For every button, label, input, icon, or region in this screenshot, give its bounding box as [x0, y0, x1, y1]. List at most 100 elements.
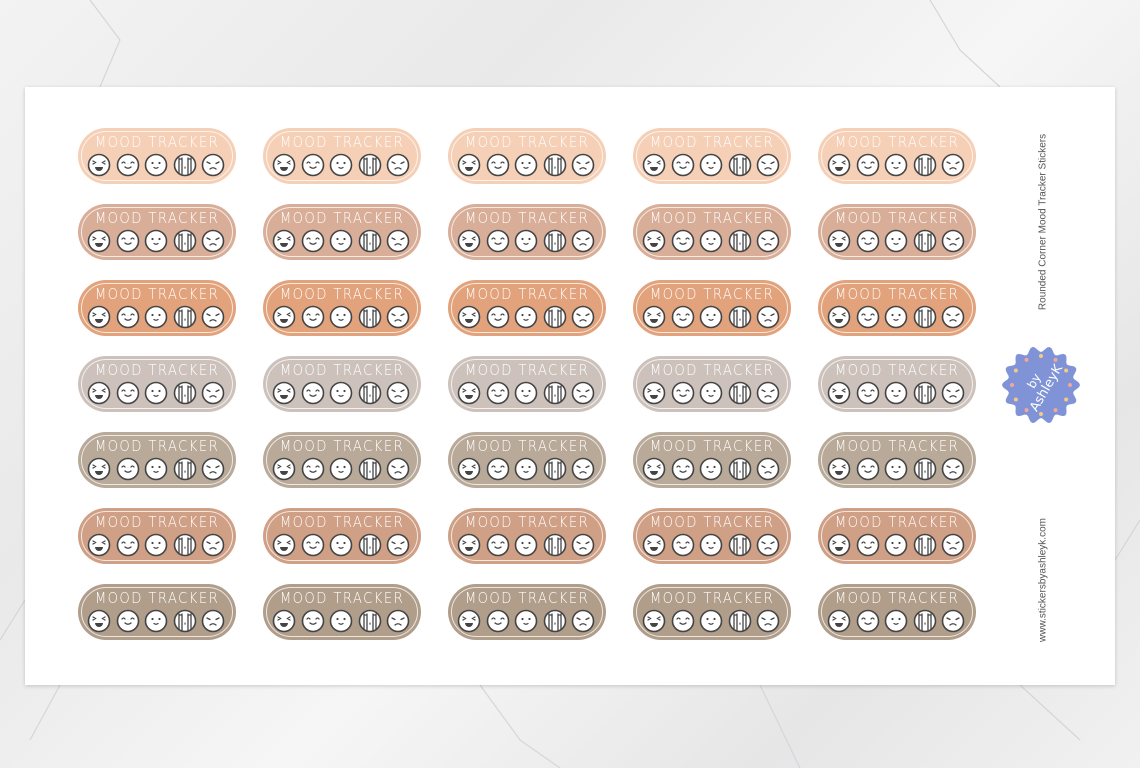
- sticker-border: [451, 207, 603, 257]
- mood-faces: [457, 457, 597, 482]
- happy-face-icon: [486, 609, 509, 633]
- happy-face-icon: [486, 533, 509, 557]
- happy-face-icon: [856, 533, 879, 557]
- sticker-label: MOOD TRACKER: [279, 209, 405, 227]
- crying-face-icon: [543, 305, 566, 329]
- smiling-face-icon: [699, 305, 723, 329]
- website-url: www.stickersbyashleyk.com: [1037, 518, 1049, 642]
- smiling-face-icon: [699, 457, 723, 481]
- crying-face-icon: [913, 457, 936, 481]
- angry-face-icon: [201, 381, 225, 405]
- smiling-face-icon: [884, 153, 908, 177]
- laughing-face-icon: [87, 229, 111, 253]
- smiling-face-icon: [329, 305, 353, 329]
- smiling-face-icon: [144, 229, 168, 253]
- smiling-face-icon: [884, 609, 908, 633]
- angry-face-icon: [941, 609, 965, 633]
- crying-face-icon: [728, 305, 751, 329]
- happy-face-icon: [671, 381, 694, 405]
- sticker-label: MOOD TRACKER: [649, 513, 775, 531]
- sticker-border: [266, 435, 418, 485]
- smiling-face-icon: [699, 229, 723, 253]
- mood-faces: [87, 381, 227, 406]
- crying-face-icon: [543, 229, 566, 253]
- heart-icon: [1064, 368, 1069, 373]
- heart-icon: [1039, 412, 1043, 416]
- mood-tracker-sticker: MOOD TRACKER: [448, 508, 606, 564]
- crying-face-icon: [173, 533, 196, 557]
- laughing-face-icon: [827, 229, 851, 253]
- heart-icon: [1013, 397, 1018, 402]
- angry-face-icon: [941, 153, 965, 177]
- mood-tracker-sticker: MOOD TRACKER: [633, 280, 791, 336]
- mood-tracker-sticker: MOOD TRACKER: [78, 280, 236, 336]
- happy-face-icon: [486, 457, 509, 481]
- angry-face-icon: [571, 153, 595, 177]
- sticker-label: MOOD TRACKER: [94, 209, 220, 227]
- sticker-border: [266, 359, 418, 409]
- smiling-face-icon: [329, 153, 353, 177]
- laughing-face-icon: [827, 533, 851, 557]
- sticker-label: MOOD TRACKER: [834, 437, 960, 455]
- angry-face-icon: [386, 609, 410, 633]
- sticker-label: MOOD TRACKER: [279, 133, 405, 151]
- smiling-face-icon: [329, 229, 353, 253]
- angry-face-icon: [941, 533, 965, 557]
- smiling-face-icon: [884, 381, 908, 405]
- crying-face-icon: [728, 381, 751, 405]
- angry-face-icon: [201, 305, 225, 329]
- smiling-face-icon: [884, 305, 908, 329]
- mood-tracker-sticker: MOOD TRACKER: [448, 128, 606, 184]
- happy-face-icon: [856, 609, 879, 633]
- smiling-face-icon: [884, 457, 908, 481]
- happy-face-icon: [301, 305, 324, 329]
- laughing-face-icon: [87, 153, 111, 177]
- mood-faces: [827, 609, 967, 634]
- sticker-label: MOOD TRACKER: [464, 437, 590, 455]
- mood-tracker-sticker: MOOD TRACKER: [78, 508, 236, 564]
- mood-faces: [827, 381, 967, 406]
- laughing-face-icon: [457, 381, 481, 405]
- svg-text:by: by: [1024, 371, 1043, 391]
- laughing-face-icon: [642, 381, 666, 405]
- angry-face-icon: [386, 153, 410, 177]
- crying-face-icon: [358, 153, 381, 177]
- crying-face-icon: [543, 457, 566, 481]
- crying-face-icon: [173, 381, 196, 405]
- angry-face-icon: [571, 609, 595, 633]
- smiling-face-icon: [699, 153, 723, 177]
- smiling-face-icon: [884, 229, 908, 253]
- sticker-border: [636, 283, 788, 333]
- crying-face-icon: [173, 457, 196, 481]
- mood-faces: [827, 533, 967, 558]
- heart-icon: [1013, 368, 1018, 373]
- sticker-label: MOOD TRACKER: [834, 133, 960, 151]
- product-title: Rounded Corner Mood Tracker Stickers: [1037, 133, 1049, 311]
- mood-faces: [272, 153, 412, 178]
- smiling-face-icon: [514, 609, 538, 633]
- crying-face-icon: [913, 153, 936, 177]
- angry-face-icon: [756, 457, 780, 481]
- angry-face-icon: [756, 305, 780, 329]
- sticker-border: [81, 207, 233, 257]
- happy-face-icon: [671, 457, 694, 481]
- happy-face-icon: [116, 533, 139, 557]
- sticker-border: [451, 511, 603, 561]
- sticker-border: [636, 435, 788, 485]
- crying-face-icon: [728, 229, 751, 253]
- sticker-border: [451, 131, 603, 181]
- happy-face-icon: [671, 153, 694, 177]
- laughing-face-icon: [827, 457, 851, 481]
- happy-face-icon: [671, 533, 694, 557]
- crying-face-icon: [913, 533, 936, 557]
- sticker-label: MOOD TRACKER: [464, 209, 590, 227]
- laughing-face-icon: [457, 305, 481, 329]
- laughing-face-icon: [457, 229, 481, 253]
- mood-faces: [87, 229, 227, 254]
- angry-face-icon: [941, 457, 965, 481]
- smiling-face-icon: [144, 609, 168, 633]
- sticker-label: MOOD TRACKER: [649, 361, 775, 379]
- happy-face-icon: [856, 381, 879, 405]
- mood-faces: [272, 381, 412, 406]
- laughing-face-icon: [272, 381, 296, 405]
